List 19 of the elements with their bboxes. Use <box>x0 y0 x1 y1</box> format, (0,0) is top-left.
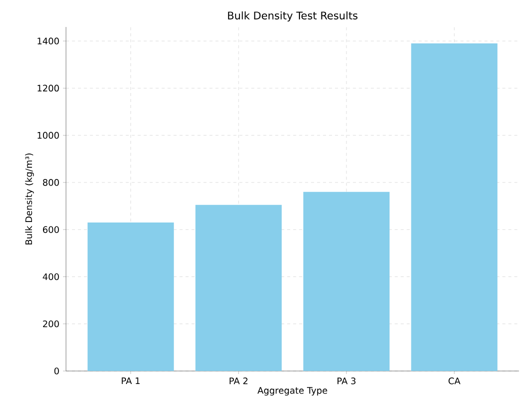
y-tick-label: 200 <box>43 320 59 328</box>
bar <box>195 204 282 371</box>
y-axis-title: Bulk Density (kg/m³) <box>25 153 34 244</box>
x-tick-label: PA 3 <box>338 378 356 384</box>
y-tick-label: 400 <box>42 273 59 280</box>
y-tick-label: 1000 <box>38 132 59 139</box>
x-tick-label: PA 1 <box>122 378 140 384</box>
bar <box>88 222 174 371</box>
x-tick-label: PA 2 <box>230 378 248 384</box>
x-axis-title: Aggregate Type <box>257 387 328 396</box>
y-tick-label: 1400 <box>38 38 59 44</box>
y-tick-label: 1200 <box>38 84 59 92</box>
x-tick-label: CA <box>448 378 460 384</box>
y-tick-label: 600 <box>42 226 59 233</box>
chart-title: Bulk Density Test Results <box>228 11 358 22</box>
y-tick-label: 0 <box>54 368 59 374</box>
y-tick-label: 800 <box>42 179 59 186</box>
bar <box>303 192 390 371</box>
bar <box>411 43 498 371</box>
